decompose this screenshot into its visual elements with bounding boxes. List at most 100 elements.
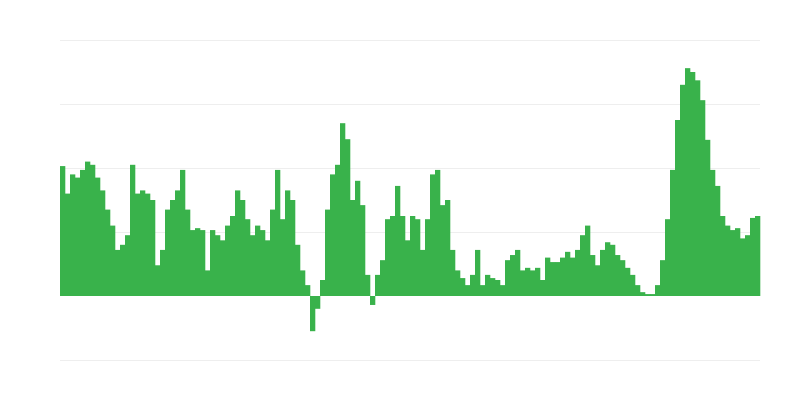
bar [665, 219, 671, 296]
bar [95, 177, 101, 296]
bar [120, 244, 126, 296]
bar [450, 249, 456, 296]
bar [190, 230, 196, 296]
bar [670, 169, 676, 296]
bar [205, 270, 211, 296]
bar [730, 230, 736, 296]
bar [530, 270, 536, 296]
bar [295, 244, 301, 296]
bar [315, 296, 321, 309]
bar [505, 260, 511, 296]
bar [555, 262, 561, 296]
bar [620, 260, 626, 296]
bar [525, 267, 531, 296]
bar [640, 292, 646, 296]
bar [470, 274, 476, 296]
bar [745, 235, 751, 296]
bar [330, 174, 336, 296]
bar [220, 240, 226, 296]
bar [680, 84, 686, 296]
bar [500, 285, 506, 296]
bar [270, 209, 276, 296]
bar [655, 285, 661, 296]
bar [685, 68, 691, 296]
bar [395, 185, 401, 296]
bar [495, 280, 501, 296]
bar [245, 219, 251, 296]
bar [440, 205, 446, 296]
bar [725, 225, 731, 296]
bar [385, 219, 391, 296]
bar [520, 270, 526, 296]
bar [300, 270, 306, 296]
bar [340, 123, 346, 296]
bar [365, 274, 371, 296]
bar [375, 274, 381, 296]
bar [485, 274, 491, 296]
bar [90, 164, 96, 296]
bar [140, 190, 146, 296]
bar [420, 249, 426, 296]
bar [430, 174, 436, 296]
bar [235, 190, 241, 296]
bar [455, 270, 461, 296]
bar [695, 80, 701, 296]
bar [545, 257, 551, 296]
bar [325, 209, 331, 296]
bar [380, 260, 386, 296]
bar [415, 219, 421, 296]
bar [65, 193, 71, 296]
bar [465, 285, 471, 296]
bar [70, 174, 76, 296]
bar [135, 193, 141, 296]
bar [750, 217, 756, 296]
bar [230, 216, 236, 296]
bar [265, 240, 271, 296]
bar [100, 190, 106, 296]
bar [215, 235, 221, 296]
bar [320, 280, 326, 296]
bar [125, 235, 131, 296]
bar [175, 190, 181, 296]
bar [630, 274, 636, 296]
bar [435, 169, 441, 296]
bar [305, 285, 311, 296]
bar [540, 280, 546, 296]
bar [160, 249, 166, 296]
bar [285, 190, 291, 296]
bar [335, 164, 341, 296]
bar [510, 255, 516, 296]
bar [410, 216, 416, 296]
bar [610, 244, 616, 296]
bar [590, 255, 596, 296]
bar [405, 240, 411, 296]
bar [595, 265, 601, 296]
bar [115, 249, 121, 296]
bar [275, 169, 281, 296]
bar [200, 230, 206, 296]
bar [60, 166, 66, 296]
bar [85, 161, 91, 296]
bar [550, 262, 556, 296]
gridlines [60, 40, 760, 361]
bar [355, 180, 361, 296]
bar [645, 294, 651, 296]
bar [585, 225, 591, 296]
bar [660, 260, 666, 296]
bar [715, 185, 721, 296]
bar [475, 249, 481, 296]
bar [105, 209, 111, 296]
bar [75, 177, 81, 296]
bar [650, 294, 656, 296]
bar [110, 225, 116, 296]
bar [625, 267, 631, 296]
bar [425, 219, 431, 296]
bar [400, 216, 406, 296]
bar [700, 100, 706, 296]
bar [445, 200, 451, 296]
bar [280, 219, 286, 296]
bar [310, 296, 316, 332]
bar [535, 267, 541, 296]
bar [210, 230, 216, 296]
